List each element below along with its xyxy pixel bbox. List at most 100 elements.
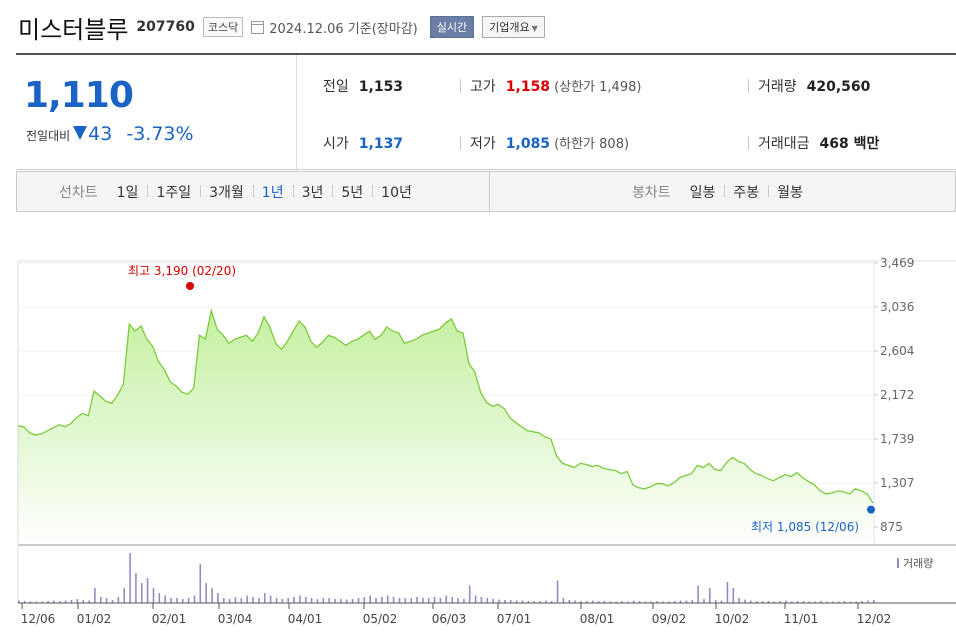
period-5y[interactable]: 5년: [332, 182, 372, 202]
period-3y[interactable]: 3년: [292, 182, 333, 202]
stock-name: 미스터블루: [18, 15, 129, 44]
volume-bar: [697, 585, 699, 603]
title-row: 미스터블루 207760 코스닥 2024.12.06 기준(장마감) 실시간 …: [18, 10, 545, 44]
volume-bar: [785, 600, 787, 603]
reference-date: 2024.12.06 기준(장마감): [269, 21, 418, 37]
realtime-button[interactable]: 실시간: [429, 16, 475, 38]
volume-bar: [316, 599, 319, 603]
period-1y[interactable]: 1년: [252, 182, 293, 202]
volume-bar: [369, 595, 371, 603]
down-triangle-icon: [73, 126, 88, 140]
volume-bar: [59, 601, 61, 603]
volume-bar: [685, 600, 688, 603]
volume-bar: [223, 598, 225, 603]
candle-daily[interactable]: 일봉: [689, 184, 716, 201]
volume-bar: [398, 598, 401, 603]
volume-bar: [18, 600, 20, 603]
line-chart-label: 선차트: [59, 184, 98, 201]
volume-bar: [568, 600, 571, 603]
x-tick-label: 07/01: [497, 612, 532, 626]
volume-bar: [480, 597, 483, 603]
volume-bar: [837, 601, 840, 603]
volume-bar: [515, 600, 518, 603]
volume-bar: [82, 600, 84, 603]
volume-bar: [258, 598, 260, 603]
company-overview-dropdown[interactable]: 기업개요 ▼: [482, 16, 545, 38]
amount-value: 468 백만: [819, 136, 880, 152]
volume-bar: [767, 601, 770, 603]
high-label: 고가: [470, 79, 496, 95]
volume-bar: [761, 601, 764, 603]
price-area: [18, 310, 873, 545]
change-percent: -3.73%: [126, 123, 194, 145]
volume-legend-swatch: [897, 558, 899, 568]
volume-bar: [603, 601, 606, 603]
volume-bar: [427, 598, 430, 603]
volume-bar: [340, 599, 342, 603]
open-stat: 시가 1,137: [323, 133, 403, 153]
volume-bar: [750, 600, 752, 603]
volume-bar: [679, 600, 682, 603]
low-label: 저가: [470, 136, 496, 152]
volume-bar: [123, 588, 125, 603]
volume-bar: [35, 601, 38, 603]
volume-bar: [416, 597, 418, 603]
volume-bar: [240, 598, 243, 603]
volume-stat: 거래량 420,560: [758, 76, 870, 96]
high-annotation: 최고 3,190 (02/20): [128, 264, 236, 278]
volume-bar: [141, 583, 143, 603]
volume-bar: [41, 601, 43, 603]
divider: [460, 79, 461, 93]
volume-bar: [246, 595, 248, 603]
volume-bar: [135, 573, 137, 603]
y-tick-label: 3,036: [880, 300, 914, 314]
dropdown-arrow-icon: ▼: [531, 24, 538, 33]
candle-weekly[interactable]: 주봉: [724, 182, 768, 202]
volume-bar: [468, 585, 471, 603]
lower-limit: (하한가 808): [554, 137, 630, 152]
high-point-marker: [186, 282, 194, 290]
y-tick-label: 1,307: [880, 476, 914, 490]
volume-bar: [627, 601, 629, 603]
volume-legend: 거래량: [903, 557, 933, 570]
volume-bar: [709, 588, 711, 603]
volume-bar: [357, 598, 360, 603]
volume-bar: [591, 600, 594, 603]
volume-bar: [820, 601, 822, 603]
x-tick-label: 08/01: [580, 612, 615, 626]
period-1w[interactable]: 1주일: [147, 182, 200, 202]
line-chart-periods: 선차트 1일 1주일 3개월 1년 3년 5년 10년: [17, 172, 490, 211]
change-label: 전일대비: [26, 129, 71, 143]
volume-bar: [392, 597, 395, 603]
price-chart: 3,469 3,036 2,604 2,172 1,739 1,307 875 최고 3,1…: [0, 215, 956, 638]
calendar-icon: [251, 20, 265, 34]
volume-bar: [293, 597, 295, 603]
period-3m[interactable]: 3개월: [200, 182, 253, 202]
period-10y[interactable]: 10년: [372, 182, 421, 202]
upper-limit: (상한가 1,498): [554, 80, 642, 95]
volume-bar: [691, 600, 694, 603]
volume-bar: [170, 598, 172, 603]
volume-bar: [550, 601, 553, 603]
volume-bar: [867, 600, 869, 603]
volume-bar: [703, 599, 705, 603]
volume-bar: [668, 601, 670, 603]
volume-bar: [211, 588, 213, 603]
volume-bar: [117, 597, 120, 603]
volume-bar: [539, 601, 541, 603]
candle-monthly[interactable]: 월봉: [768, 182, 812, 202]
volume-bar: [182, 599, 184, 603]
current-price: 1,110: [24, 75, 134, 116]
divider: [748, 79, 749, 93]
volume-bar: [299, 595, 301, 603]
volume-bar: [474, 595, 477, 603]
volume-bar: [714, 600, 717, 603]
low-annotation: 최저 1,085 (12/06): [751, 520, 859, 534]
volume-bar: [726, 582, 729, 603]
volume-bar: [855, 601, 857, 603]
x-tick-label: 01/02: [77, 612, 112, 626]
volume-bar: [779, 601, 781, 603]
x-tick-label: 02/01: [152, 612, 187, 626]
volume-bar: [322, 598, 325, 603]
period-1d[interactable]: 1일: [116, 184, 139, 201]
